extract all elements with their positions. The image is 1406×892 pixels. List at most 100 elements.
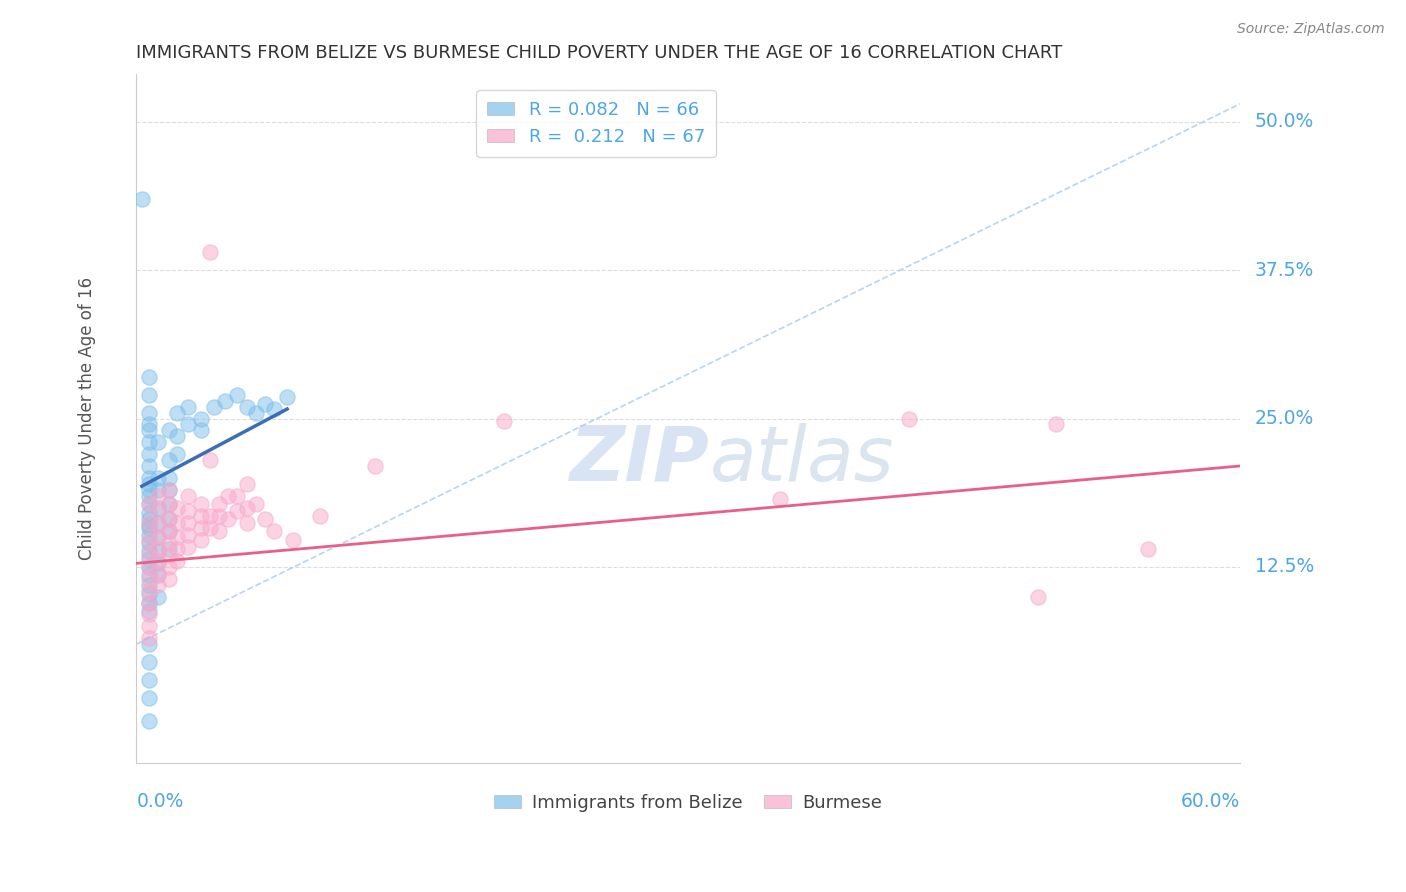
Point (364, 458, 387, 473)
Point (254, 512, 277, 526)
Point (157, 483, 180, 497)
Point (138, 476, 160, 491)
Point (166, 500, 188, 515)
Point (148, 557, 170, 571)
Point (138, 536, 160, 550)
Point (138, 548, 160, 562)
Text: 0.0%: 0.0% (136, 792, 184, 812)
Point (177, 400, 200, 414)
Point (138, 655, 160, 669)
Point (309, 508, 332, 523)
Point (148, 566, 170, 580)
Point (138, 533, 160, 547)
Point (190, 508, 212, 523)
Point (157, 497, 180, 511)
Point (138, 544, 160, 558)
Point (1045, 417, 1067, 432)
Point (138, 423, 160, 437)
Point (208, 508, 231, 523)
Point (138, 619, 160, 633)
Point (281, 533, 304, 547)
Point (157, 471, 180, 485)
Point (157, 483, 180, 497)
Point (897, 411, 920, 425)
Point (263, 402, 285, 417)
Point (226, 388, 249, 402)
Point (166, 516, 188, 530)
Point (148, 544, 170, 558)
Point (138, 528, 160, 542)
Point (157, 572, 180, 586)
Text: 37.5%: 37.5% (1254, 260, 1313, 279)
Point (148, 542, 170, 557)
Point (157, 548, 180, 562)
Point (235, 476, 257, 491)
Point (138, 604, 160, 618)
Point (208, 524, 231, 539)
Point (166, 530, 188, 544)
Point (157, 497, 180, 511)
Point (245, 497, 267, 511)
Point (157, 512, 180, 526)
Point (148, 504, 170, 518)
Point (166, 554, 188, 568)
Point (138, 497, 160, 511)
Point (157, 542, 180, 557)
Point (148, 590, 170, 604)
Point (148, 471, 170, 485)
Point (138, 690, 160, 705)
Point (138, 497, 160, 511)
Point (198, 521, 221, 535)
Point (254, 397, 277, 411)
Point (148, 554, 170, 568)
Point (138, 507, 160, 521)
Point (276, 390, 298, 404)
Point (138, 370, 160, 384)
Point (138, 483, 160, 497)
Point (138, 512, 160, 526)
Point (138, 435, 160, 450)
Point (198, 508, 221, 523)
Point (190, 497, 212, 511)
Point (198, 453, 221, 467)
Point (138, 578, 160, 592)
Text: 25.0%: 25.0% (1254, 409, 1313, 428)
Point (138, 447, 160, 461)
Point (202, 400, 225, 414)
Point (1026, 590, 1049, 604)
Text: 12.5%: 12.5% (1254, 558, 1313, 576)
Point (190, 533, 212, 547)
Text: Source: ZipAtlas.com: Source: ZipAtlas.com (1237, 22, 1385, 37)
Point (217, 489, 239, 503)
Point (138, 595, 160, 609)
Point (157, 512, 180, 526)
Point (157, 423, 180, 437)
Point (177, 516, 200, 530)
Point (190, 423, 212, 437)
Point (157, 560, 180, 574)
Point (226, 504, 249, 518)
Point (177, 540, 200, 554)
Point (138, 637, 160, 651)
Point (138, 521, 160, 535)
Point (138, 583, 160, 598)
Point (138, 489, 160, 503)
Point (157, 524, 180, 539)
Point (148, 568, 170, 582)
Point (217, 512, 239, 526)
Point (148, 516, 170, 530)
Legend: Immigrants from Belize, Burmese: Immigrants from Belize, Burmese (486, 787, 890, 819)
Point (138, 388, 160, 402)
Point (138, 516, 160, 530)
Point (138, 471, 160, 485)
Point (138, 607, 160, 622)
Point (263, 524, 285, 539)
Point (157, 524, 180, 539)
Point (148, 530, 170, 544)
Point (494, 414, 516, 428)
Point (177, 528, 200, 542)
Point (148, 489, 170, 503)
Point (226, 489, 249, 503)
Point (138, 406, 160, 420)
Point (138, 572, 160, 586)
